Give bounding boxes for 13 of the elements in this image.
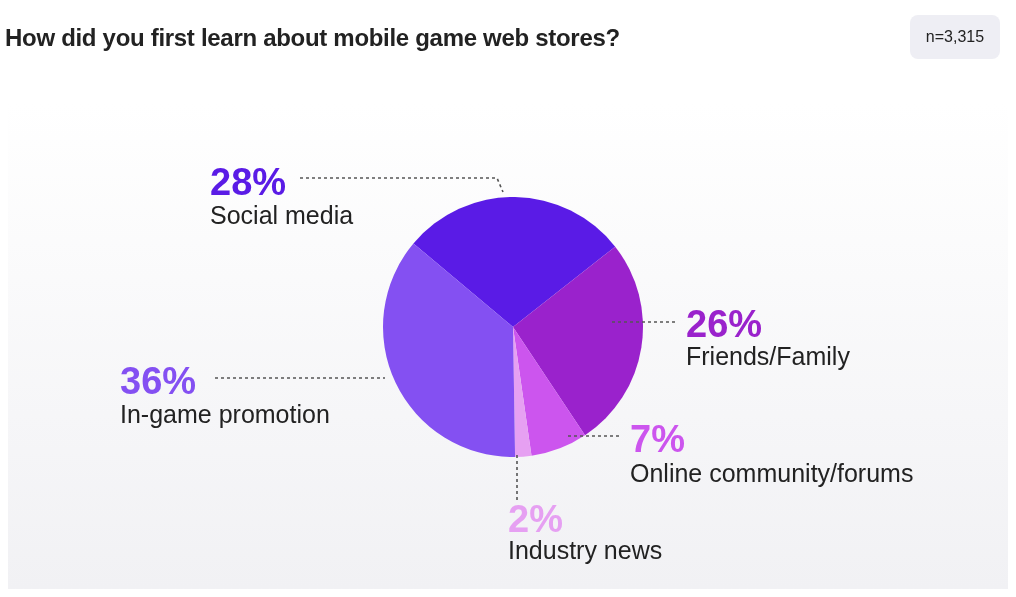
chart-title: How did you first learn about mobile game web stores? — [5, 24, 620, 52]
data-label: 7% — [630, 418, 685, 460]
data-label: 26% — [686, 303, 763, 345]
pie-slice — [513, 327, 586, 456]
pie-slice — [413, 197, 616, 327]
data-label: 36% — [120, 360, 197, 402]
slice-label: In-game promotion — [120, 400, 330, 428]
slice-label: Online community/forums — [630, 459, 914, 487]
text: n=3,315 — [910, 15, 1000, 59]
pie-slice — [383, 243, 516, 457]
slice-label: Friends/Family — [686, 342, 851, 370]
slice-label: Social media — [210, 201, 354, 229]
data-label: 28% — [210, 161, 287, 203]
